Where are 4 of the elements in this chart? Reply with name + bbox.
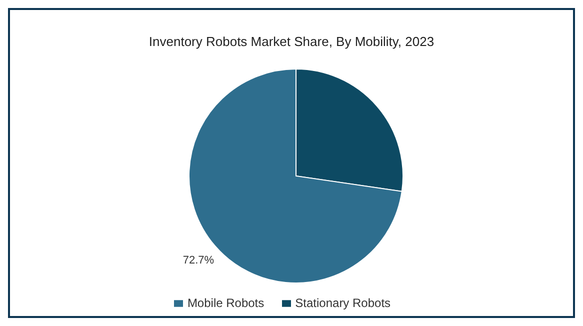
data-label: 72.7%: [182, 254, 214, 266]
legend-label: Mobile Robots: [187, 296, 264, 310]
legend-label: Stationary Robots: [295, 296, 391, 310]
chart-title: Inventory Robots Market Share, By Mobility, 2023: [148, 34, 436, 51]
